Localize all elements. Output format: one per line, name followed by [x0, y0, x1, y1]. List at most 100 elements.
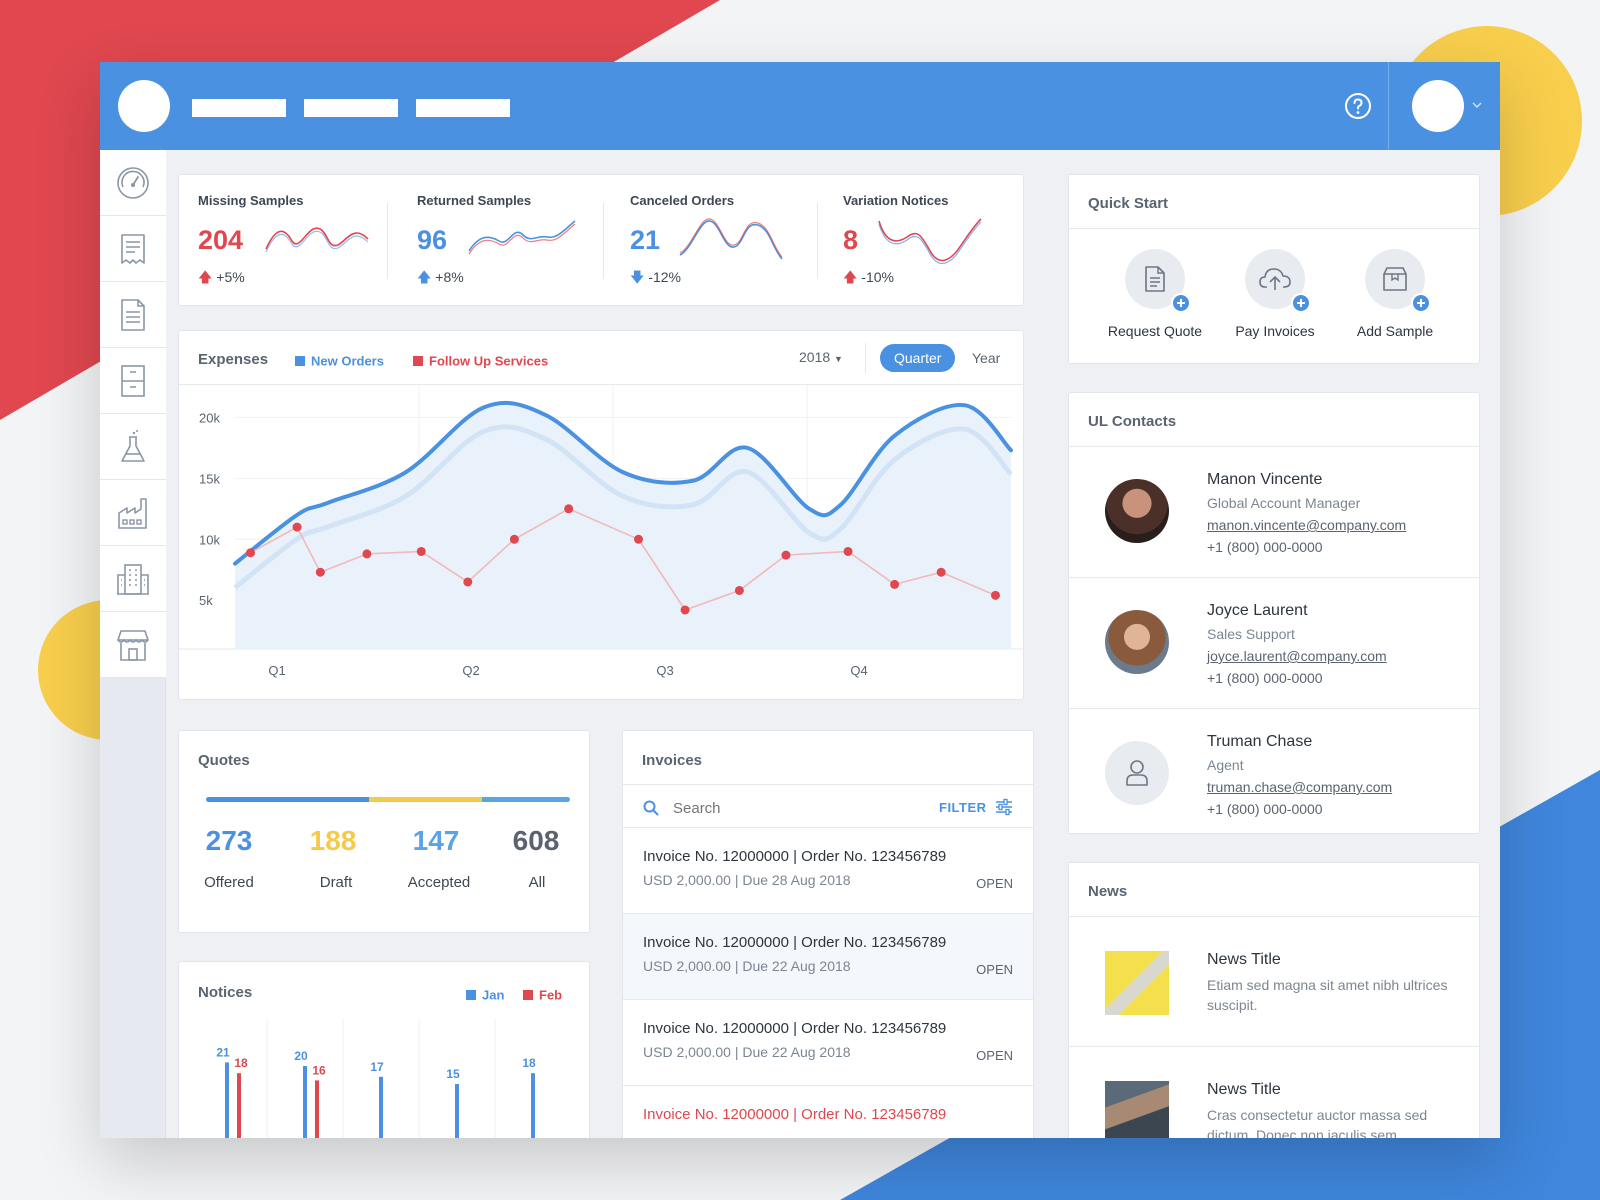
- user-avatar[interactable]: [1412, 80, 1464, 132]
- invoice-details: USD 2,000.00 | Due 22 Aug 2018: [643, 958, 851, 974]
- legend-new-orders[interactable]: New Orders: [295, 352, 384, 370]
- contact-name: Manon Vincente: [1207, 471, 1323, 488]
- stat-value: 21: [630, 225, 661, 255]
- sidebar-item-lab[interactable]: [100, 414, 166, 480]
- invoice-details: USD 2,000.00 | Due 28 Aug 2018: [643, 872, 851, 888]
- legend-feb[interactable]: Feb: [523, 986, 562, 1004]
- x-tick-label: Q4: [850, 663, 867, 678]
- follow-up-point: [936, 567, 946, 577]
- user-icon: [1126, 760, 1148, 786]
- progress-segment-accepted: [481, 797, 570, 802]
- sidebar-item-documents[interactable]: [100, 282, 166, 348]
- sidebar-item-store[interactable]: [100, 612, 166, 678]
- filing-cabinet-icon: [121, 364, 145, 397]
- stat-missing-samples[interactable]: Missing Samples 204 🡅 +5%: [198, 175, 388, 307]
- invoice-status: OPEN: [976, 962, 1013, 977]
- stat-variation-notices[interactable]: Variation Notices 8 🡅 -10%: [843, 175, 1013, 307]
- news-title: News Title: [1207, 1081, 1281, 1098]
- notice-bar-label: 18: [522, 1056, 536, 1070]
- cloud-upload-icon: [1259, 268, 1291, 290]
- stat-label: Variation Notices: [843, 193, 949, 208]
- tab-quarter[interactable]: Quarter: [880, 344, 956, 372]
- follow-up-line: [250, 507, 996, 611]
- logo[interactable]: [118, 80, 170, 132]
- invoice-status: OPEN: [976, 1048, 1013, 1063]
- stat-label: Missing Samples: [198, 193, 304, 208]
- contact-item[interactable]: Joyce Laurent Sales Support joyce.lauren…: [1069, 577, 1479, 707]
- nav-item-placeholder[interactable]: [416, 99, 510, 117]
- header-divider: [179, 384, 1023, 385]
- top-navbar: [100, 62, 1500, 150]
- notice-bar-feb: [315, 1080, 319, 1138]
- news-title: News Title: [1207, 951, 1281, 968]
- legend-swatch: [466, 989, 476, 1000]
- card-title: UL Contacts: [1088, 413, 1177, 430]
- sidebar-item-dashboard[interactable]: [100, 150, 166, 216]
- x-tick-label: Q1: [268, 663, 285, 678]
- card-title: Notices: [198, 984, 253, 1001]
- navbar-divider: [1388, 62, 1389, 150]
- notice-bar-label: 15: [446, 1067, 460, 1081]
- contact-item[interactable]: Truman Chase Agent truman.chase@company.…: [1069, 708, 1479, 838]
- arrow-up-icon: 🡅: [417, 269, 432, 285]
- invoice-row[interactable]: Invoice No. 12000000 | Order No. 1234567…: [623, 1085, 1033, 1138]
- sidebar: [100, 150, 166, 1138]
- quick-action-pay-invoices[interactable]: Pay Invoices: [1221, 249, 1329, 349]
- card-title: Quick Start: [1088, 195, 1169, 212]
- search-input[interactable]: [673, 795, 913, 821]
- y-tick-label: 5k: [199, 593, 213, 608]
- factory-icon: [118, 497, 147, 529]
- year-dropdown[interactable]: 2018 ▼: [799, 349, 843, 365]
- follow-up-point: [634, 534, 644, 544]
- legend-jan[interactable]: Jan: [466, 986, 504, 1004]
- nav-item-placeholder[interactable]: [192, 99, 286, 117]
- legend-follow-up[interactable]: Follow Up Services: [413, 352, 548, 370]
- filter-sliders-icon[interactable]: [995, 798, 1013, 816]
- sidebar-item-archive[interactable]: [100, 348, 166, 414]
- caret-down-icon: ▼: [834, 354, 843, 364]
- dashboard-gauge-icon: [117, 166, 149, 199]
- invoice-row[interactable]: Invoice No. 12000000 | Order No. 1234567…: [623, 913, 1033, 999]
- invoice-row[interactable]: Invoice No. 12000000 | Order No. 1234567…: [623, 827, 1033, 913]
- tab-year[interactable]: Year: [972, 350, 1001, 366]
- notice-bar-label: 18: [234, 1056, 248, 1070]
- notices-bar-chart: 21 20 17 15 18 18 16: [216, 1018, 536, 1138]
- news-item[interactable]: News Title Cras consectetur auctor massa…: [1069, 1046, 1479, 1138]
- quick-action-request-quote[interactable]: Request Quote: [1101, 249, 1209, 349]
- contact-email-link[interactable]: truman.chase@company.com: [1207, 779, 1393, 795]
- card-title: Invoices: [642, 752, 703, 769]
- quick-action-add-sample[interactable]: Add Sample: [1341, 249, 1449, 349]
- notice-bar-label: 17: [370, 1060, 384, 1074]
- header-divider: [623, 784, 1033, 785]
- notice-bar-feb: [237, 1073, 241, 1138]
- quote-label-accepted: Accepted: [407, 874, 471, 891]
- contact-email-link[interactable]: joyce.laurent@company.com: [1207, 648, 1387, 664]
- stat-returned-samples[interactable]: Returned Samples 96 🡅 +8%: [417, 175, 607, 307]
- quote-value-all: 608: [512, 825, 560, 856]
- quick-action-label: Pay Invoices: [1235, 323, 1315, 339]
- notice-bar-jan: [303, 1066, 307, 1138]
- nav-item-placeholder[interactable]: [304, 99, 398, 117]
- app-window: Missing Samples 204 🡅 +5% Returned Sampl…: [100, 62, 1500, 1138]
- x-tick-label: Q2: [462, 663, 479, 678]
- sidebar-item-buildings[interactable]: [100, 546, 166, 612]
- document-icon: [1145, 266, 1165, 292]
- notices-card: Notices Jan Feb 21 20 17 15 18 18 16: [178, 961, 590, 1138]
- avatar: [1105, 479, 1169, 543]
- invoice-title: Invoice No. 12000000 | Order No. 1234567…: [643, 1106, 947, 1123]
- chevron-down-icon[interactable]: [1470, 100, 1484, 110]
- filter-button[interactable]: FILTER: [939, 800, 987, 815]
- news-item[interactable]: News Title Etiam sed magna sit amet nibh…: [1069, 916, 1479, 1046]
- invoice-row[interactable]: Invoice No. 12000000 | Order No. 1234567…: [623, 999, 1033, 1085]
- sidebar-item-receipts[interactable]: [100, 216, 166, 282]
- contact-email-link[interactable]: manon.vincente@company.com: [1207, 517, 1407, 533]
- y-tick-label: 20k: [199, 410, 220, 425]
- follow-up-point: [246, 548, 256, 558]
- help-icon[interactable]: [1344, 92, 1372, 120]
- sidebar-item-factories[interactable]: [100, 480, 166, 546]
- quote-value-accepted: 147: [412, 825, 460, 856]
- stat-canceled-orders[interactable]: Canceled Orders 21 🡇 -12%: [630, 175, 820, 307]
- quotes-card: Quotes 273 Offered 188 Draft 147 Accepte…: [178, 730, 590, 933]
- contact-item[interactable]: Manon Vincente Global Account Manager ma…: [1069, 446, 1479, 576]
- sparkline: [679, 218, 783, 260]
